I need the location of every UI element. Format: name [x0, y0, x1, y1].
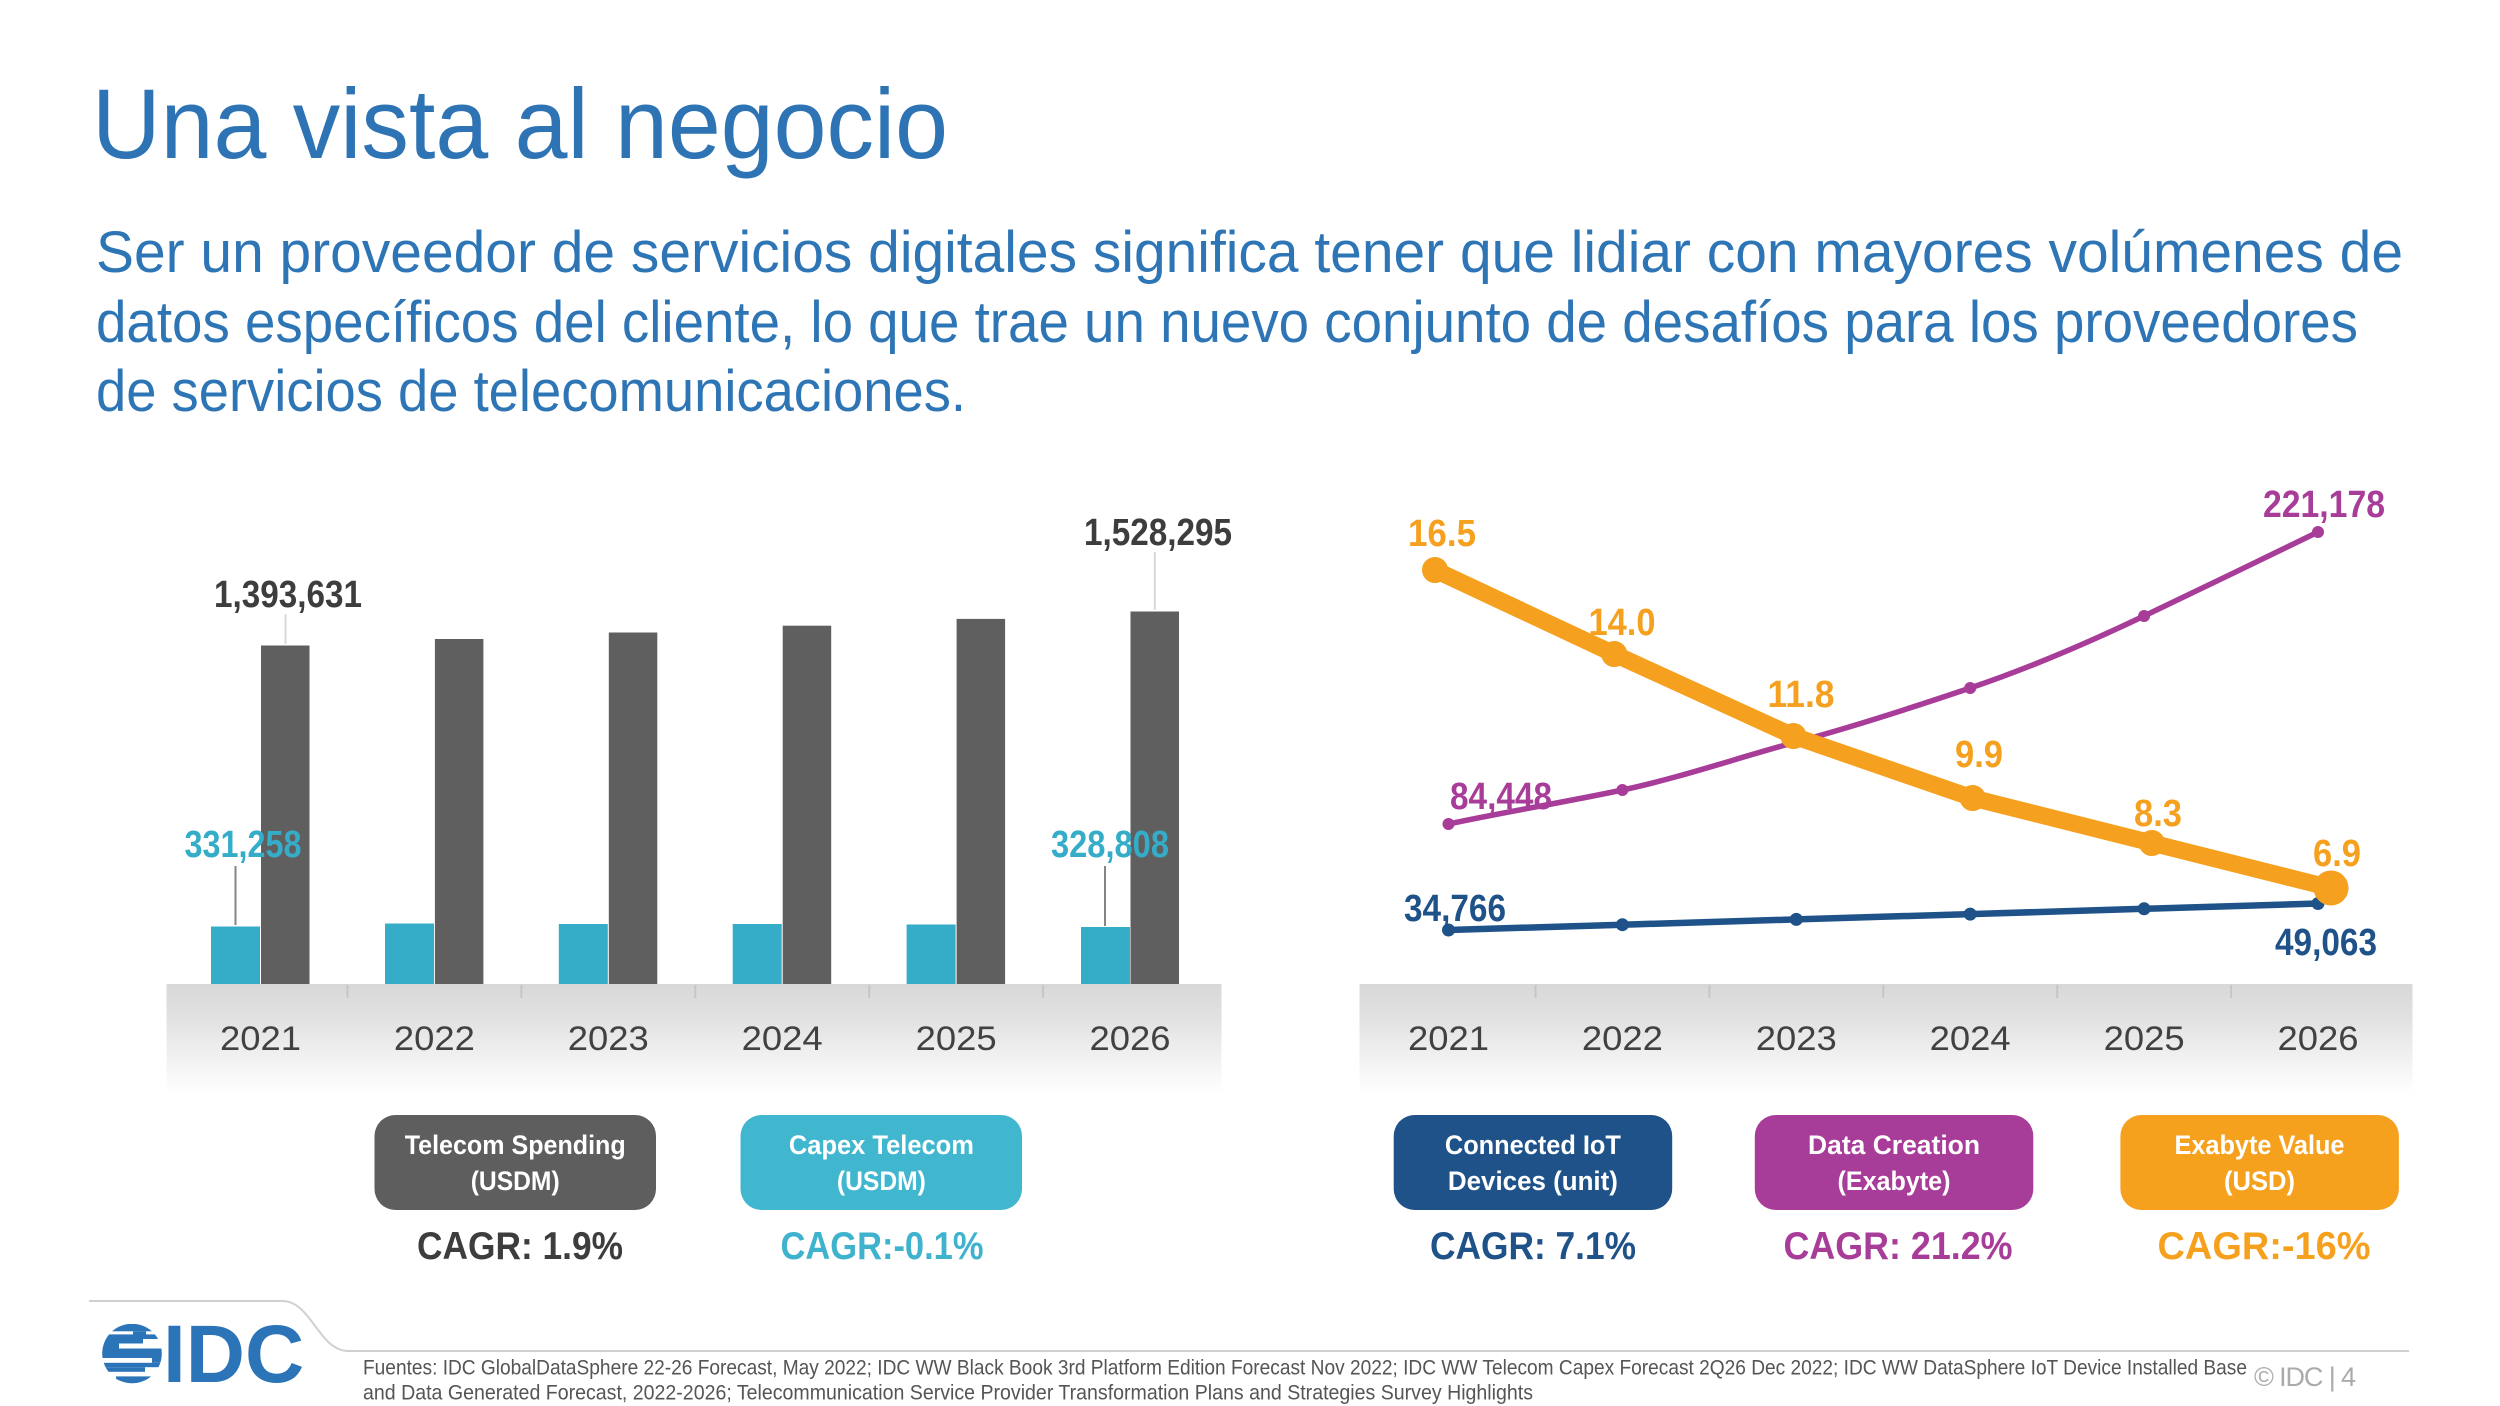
svg-text:© IDC | 4: © IDC | 4	[2254, 1362, 2356, 1392]
svg-text:2025: 2025	[2104, 1020, 2185, 1058]
svg-text:16.5: 16.5	[1408, 513, 1476, 555]
svg-text:2022: 2022	[1582, 1020, 1663, 1058]
svg-text:2025: 2025	[916, 1020, 997, 1058]
svg-text:Devices (unit): Devices (unit)	[1448, 1166, 1618, 1196]
svg-text:Fuentes: IDC GlobalDataSphere: Fuentes: IDC GlobalDataSphere 22-26 Fore…	[363, 1356, 2247, 1380]
svg-text:Data Creation: Data Creation	[1808, 1130, 1980, 1160]
svg-text:Connected IoT: Connected IoT	[1445, 1130, 1621, 1160]
svg-text:2022: 2022	[394, 1020, 475, 1058]
svg-text:2024: 2024	[1930, 1020, 2011, 1058]
svg-text:221,178: 221,178	[2263, 484, 2385, 526]
svg-text:9.9: 9.9	[1955, 734, 2003, 776]
svg-text:CAGR: 7.1%: CAGR: 7.1%	[1430, 1225, 1636, 1268]
svg-text:11.8: 11.8	[1768, 674, 1835, 716]
svg-text:34,766: 34,766	[1404, 888, 1506, 930]
svg-text:6.9: 6.9	[2313, 833, 2361, 875]
svg-text:14.0: 14.0	[1589, 602, 1656, 644]
svg-text:2024: 2024	[742, 1020, 823, 1058]
svg-text:CAGR:-0.1%: CAGR:-0.1%	[781, 1225, 984, 1268]
svg-text:2026: 2026	[1090, 1020, 1171, 1058]
svg-text:Una vista al negocio: Una vista al negocio	[92, 68, 948, 179]
svg-text:(USD): (USD)	[2224, 1166, 2295, 1196]
svg-text:1,528,295: 1,528,295	[1084, 512, 1232, 554]
svg-text:2026: 2026	[2278, 1020, 2359, 1058]
svg-text:Ser un proveedor de servicios: Ser un proveedor de servicios digitales …	[96, 220, 2403, 285]
svg-text:331,258: 331,258	[185, 824, 302, 866]
svg-text:Capex Telecom: Capex Telecom	[789, 1130, 974, 1160]
svg-text:and Data Generated Forecast, 2: and Data Generated Forecast, 2022-2026; …	[363, 1381, 1533, 1405]
svg-text:CAGR:-16%: CAGR:-16%	[2158, 1225, 2371, 1268]
svg-text:datos específicos del cliente,: datos específicos del cliente, lo que tr…	[96, 290, 2358, 355]
svg-text:2021: 2021	[220, 1020, 301, 1058]
svg-text:CAGR: 1.9%: CAGR: 1.9%	[417, 1225, 623, 1268]
svg-text:8.3: 8.3	[2134, 793, 2182, 835]
svg-text:CAGR: 21.2%: CAGR: 21.2%	[1784, 1225, 2013, 1268]
svg-text:2023: 2023	[1756, 1020, 1837, 1058]
svg-text:de servicios de telecomunicaci: de servicios de telecomunicaciones.	[96, 359, 966, 424]
svg-text:(Exabyte): (Exabyte)	[1838, 1166, 1951, 1196]
svg-text:1,393,631: 1,393,631	[214, 574, 362, 616]
svg-text:IDC: IDC	[163, 1309, 304, 1400]
svg-text:2021: 2021	[1408, 1020, 1489, 1058]
svg-text:Telecom Spending: Telecom Spending	[405, 1130, 626, 1160]
svg-text:Exabyte Value: Exabyte Value	[2175, 1130, 2345, 1160]
svg-text:84,448: 84,448	[1450, 776, 1552, 818]
svg-text:2023: 2023	[568, 1020, 649, 1058]
svg-text:328,808: 328,808	[1051, 824, 1169, 866]
svg-text:(USDM): (USDM)	[471, 1166, 560, 1196]
svg-text:(USDM): (USDM)	[837, 1166, 926, 1196]
svg-text:49,063: 49,063	[2275, 922, 2377, 964]
